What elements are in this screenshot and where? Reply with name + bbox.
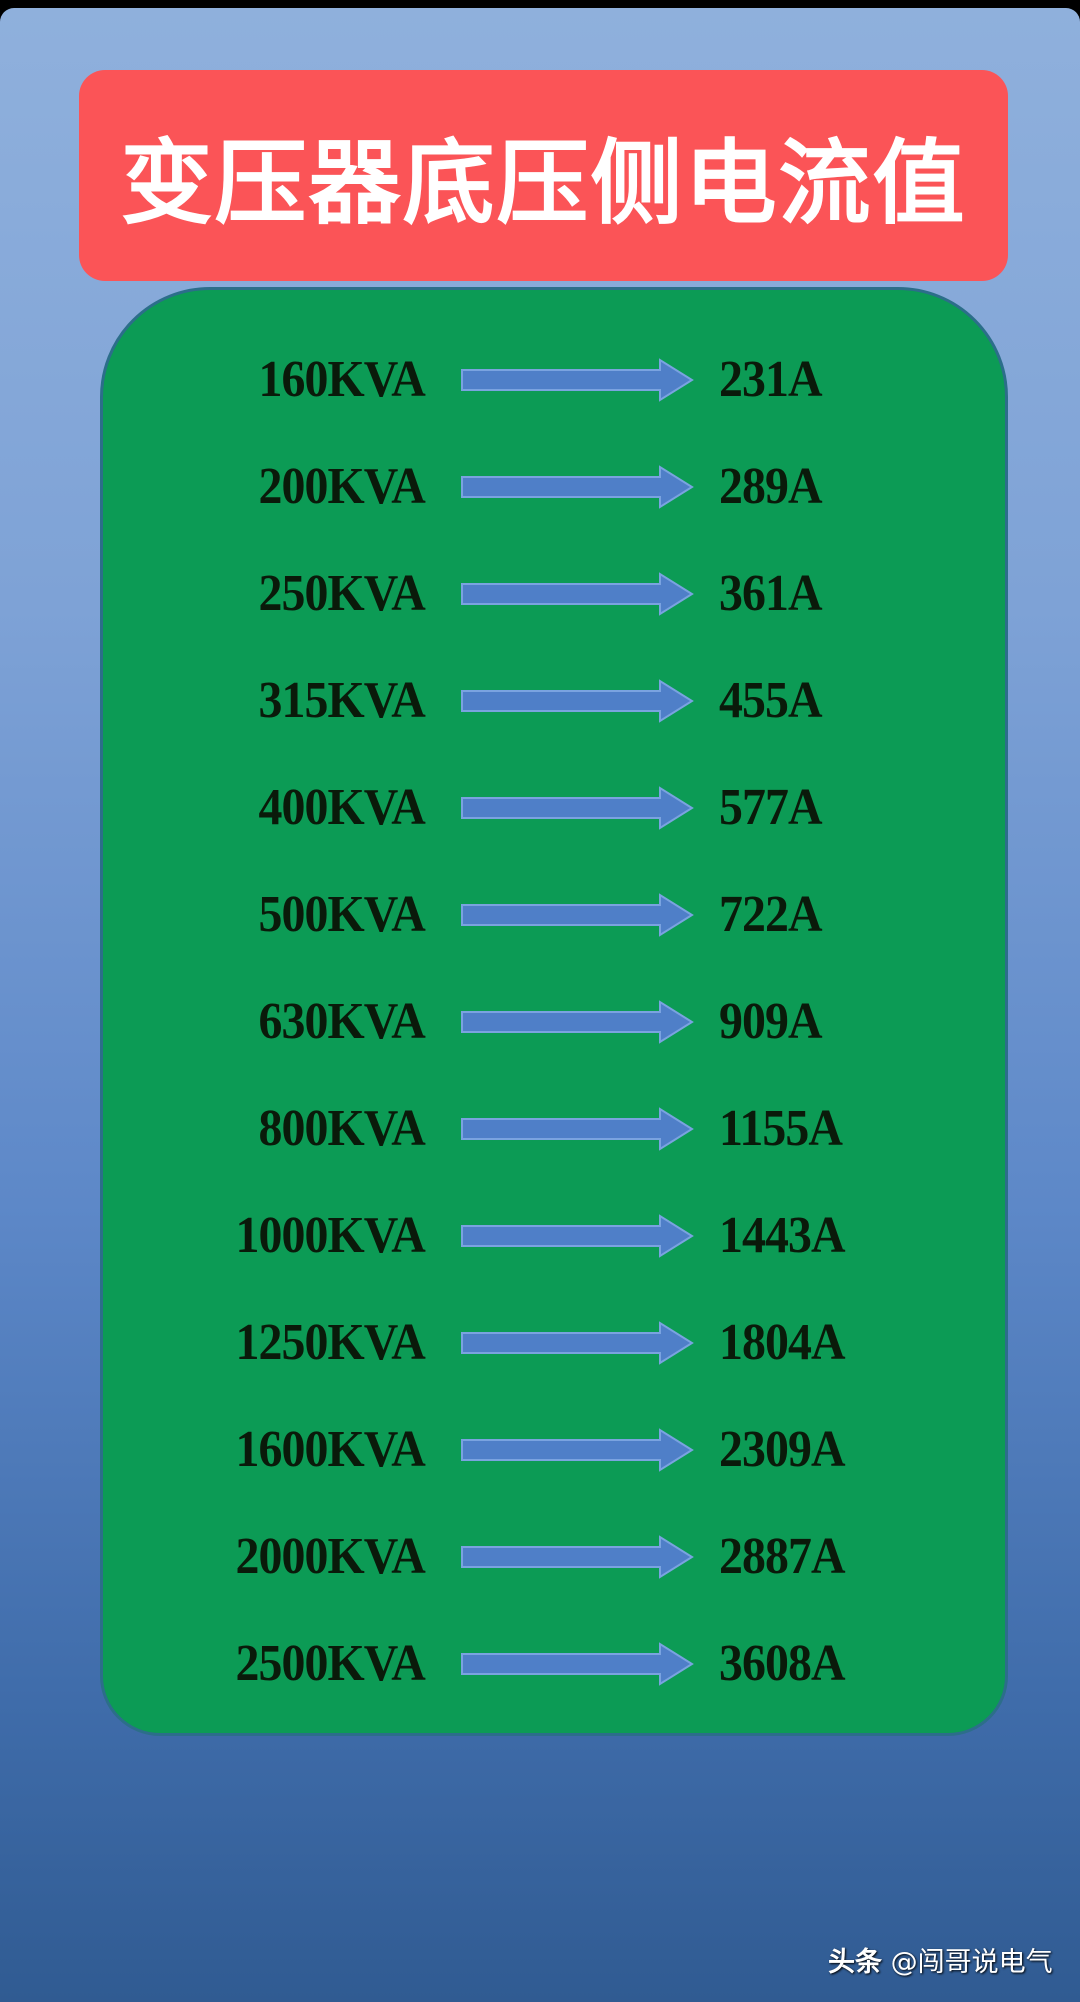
current-value: 1443A: [719, 1207, 846, 1264]
current-value: 289A: [719, 458, 823, 515]
table-row: 250KVA 361A: [0, 564, 1080, 624]
capacity-value: 1250KVA: [235, 1314, 426, 1371]
table-row: 1600KVA 2309A: [0, 1420, 1080, 1480]
current-value: 722A: [719, 886, 823, 943]
arrow-right-icon: [461, 1214, 694, 1258]
capacity-value: 315KVA: [258, 672, 426, 729]
page-title: 变压器底压侧电流值: [120, 130, 967, 237]
capacity-value: 500KVA: [258, 886, 426, 943]
capacity-value: 1000KVA: [235, 1207, 426, 1264]
capacity-value: 400KVA: [258, 779, 426, 836]
capacity-value: 2000KVA: [235, 1528, 426, 1585]
arrow-right-icon: [461, 786, 694, 830]
arrow-right-icon: [461, 1107, 694, 1151]
arrow-right-icon: [461, 679, 694, 723]
capacity-value: 630KVA: [258, 993, 426, 1050]
table-row: 315KVA 455A: [0, 671, 1080, 731]
current-value: 577A: [719, 779, 823, 836]
capacity-value: 200KVA: [258, 458, 426, 515]
capacity-value: 160KVA: [258, 351, 426, 408]
current-value: 1155A: [719, 1100, 843, 1157]
current-value: 231A: [719, 351, 823, 408]
arrow-right-icon: [461, 1642, 694, 1686]
arrow-right-icon: [461, 1000, 694, 1044]
table-row: 400KVA 577A: [0, 778, 1080, 838]
capacity-value: 2500KVA: [235, 1635, 426, 1692]
table-row: 630KVA 909A: [0, 992, 1080, 1052]
title-banner: 变压器底压侧电流值: [79, 70, 1008, 281]
watermark-handle: @闯哥说电气: [890, 1947, 1053, 1978]
arrow-right-icon: [461, 572, 694, 616]
arrow-right-icon: [461, 1321, 694, 1365]
current-value: 361A: [719, 565, 823, 622]
current-value: 1804A: [719, 1314, 846, 1371]
current-value: 3608A: [719, 1635, 846, 1692]
capacity-value: 250KVA: [258, 565, 426, 622]
watermark: 头条 @闯哥说电气: [828, 1940, 1053, 1979]
table-row: 160KVA 231A: [0, 350, 1080, 410]
current-value: 2887A: [719, 1528, 846, 1585]
arrow-right-icon: [461, 1428, 694, 1472]
table-row: 2500KVA 3608A: [0, 1634, 1080, 1694]
current-value: 909A: [719, 993, 823, 1050]
arrow-right-icon: [461, 893, 694, 937]
capacity-value: 800KVA: [258, 1100, 426, 1157]
arrow-right-icon: [461, 465, 694, 509]
table-row: 2000KVA 2887A: [0, 1527, 1080, 1587]
table-row: 1000KVA 1443A: [0, 1206, 1080, 1266]
arrow-right-icon: [461, 358, 694, 402]
current-value: 2309A: [719, 1421, 846, 1478]
table-row: 500KVA 722A: [0, 885, 1080, 945]
table-row: 1250KVA 1804A: [0, 1313, 1080, 1373]
table-row: 200KVA 289A: [0, 457, 1080, 517]
current-value: 455A: [719, 672, 823, 729]
watermark-brand: 头条: [828, 1947, 882, 1978]
arrow-right-icon: [461, 1535, 694, 1579]
table-row: 800KVA 1155A: [0, 1099, 1080, 1159]
capacity-value: 1600KVA: [235, 1421, 426, 1478]
